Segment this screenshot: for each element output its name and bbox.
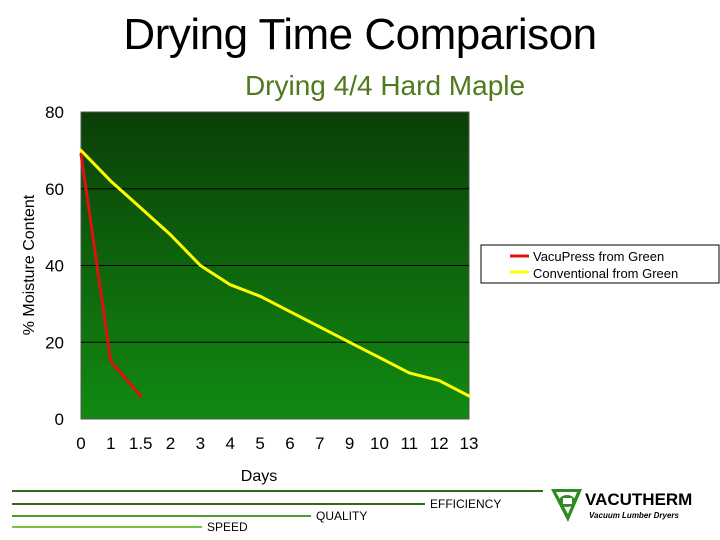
- series-line-vacupress: [79, 152, 143, 398]
- x-tick-labels: 0 1 1.5 2 3 4 5 6 7 9 10 11 12 13: [76, 434, 478, 453]
- slide-title: Drying Time Comparison: [123, 10, 597, 59]
- legend-label-conventional: Conventional from Green: [533, 266, 678, 281]
- y-tick-labels: 0 20 40 60 80: [45, 103, 64, 429]
- footer-speed-label: SPEED: [207, 520, 248, 534]
- x-tick-label: 6: [285, 434, 294, 453]
- footer-bars: EFFICIENCY QUALITY SPEED: [12, 490, 543, 534]
- logo-v-icon: [551, 489, 582, 522]
- logo-name: VACUTHERM: [585, 490, 692, 509]
- x-tick-label: 11: [400, 434, 418, 453]
- x-tick-label: 5: [255, 434, 264, 453]
- vacutherm-logo: VACUTHERM Vacuum Lumber Dryers: [551, 489, 692, 522]
- x-tick-label: 1: [106, 434, 115, 453]
- y-tick-label: 80: [45, 103, 64, 122]
- x-tick-label: 2: [166, 434, 175, 453]
- x-tick-label: 3: [196, 434, 205, 453]
- y-axis-label: % Moisture Content: [21, 194, 38, 335]
- x-tick-label: 9: [345, 434, 354, 453]
- y-tick-label: 60: [45, 180, 64, 199]
- x-axis-label: Days: [241, 468, 277, 485]
- x-tick-label: 1.5: [129, 434, 153, 453]
- y-tick-label: 40: [45, 257, 64, 276]
- x-tick-label: 4: [225, 434, 234, 453]
- series-lines: [79, 148, 471, 398]
- y-tick-label: 0: [55, 410, 64, 429]
- footer-efficiency-label: EFFICIENCY: [430, 497, 501, 511]
- legend: VacuPress from Green Conventional from G…: [480, 244, 720, 284]
- legend-box: [480, 244, 720, 284]
- slide-subtitle: Drying 4/4 Hard Maple: [244, 70, 526, 101]
- logo-tagline: Vacuum Lumber Dryers: [589, 511, 680, 520]
- y-tick-label: 20: [45, 333, 64, 352]
- footer-quality-label: QUALITY: [316, 509, 367, 523]
- series-line-conventional: [79, 148, 471, 398]
- x-tick-label: 0: [76, 434, 85, 453]
- legend-label-vacupress: VacuPress from Green: [533, 249, 664, 264]
- x-tick-label: 13: [460, 434, 479, 453]
- x-tick-label: 10: [370, 434, 389, 453]
- x-tick-label: 12: [430, 434, 449, 453]
- grid: [81, 188, 469, 343]
- x-tick-label: 7: [315, 434, 324, 453]
